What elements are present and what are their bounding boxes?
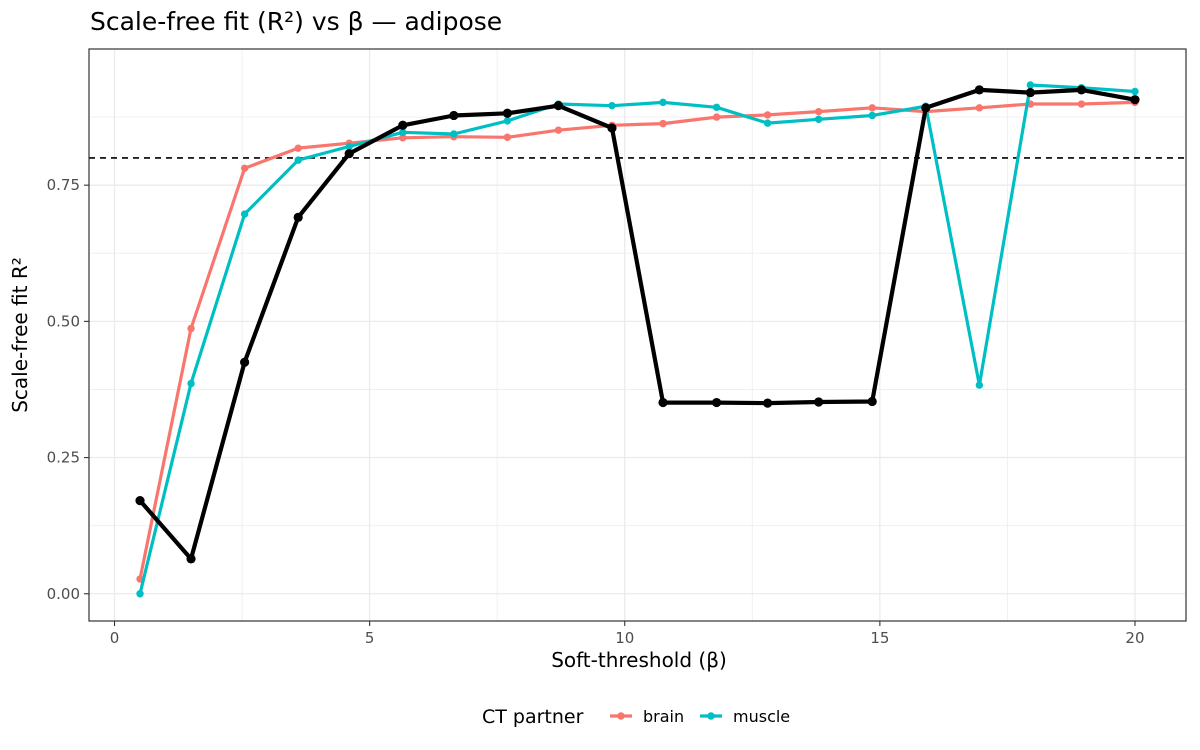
series-line-brain <box>138 100 1137 581</box>
data-point-brain <box>554 126 563 134</box>
data-point-brain <box>659 119 667 128</box>
data-point-brain <box>712 113 721 121</box>
data-point-muscle <box>1026 81 1035 89</box>
data-point-brain <box>814 107 823 116</box>
data-point-brain <box>763 111 772 119</box>
legend-key-point-muscle <box>707 712 715 720</box>
data-point-adipose <box>502 108 512 118</box>
chart-title: Scale-free fit (R²) vs β — adipose <box>90 7 502 36</box>
data-point-muscle <box>450 130 458 138</box>
data-point-muscle <box>345 142 353 151</box>
data-point-muscle <box>868 111 876 120</box>
data-point-brain <box>240 164 249 173</box>
data-point-adipose <box>974 85 984 95</box>
data-point-muscle <box>294 156 302 164</box>
y-tick-label: 0.25 <box>47 449 80 467</box>
x-tick-label: 5 <box>365 629 375 647</box>
legend-key-point-brain <box>617 712 625 720</box>
data-point-muscle <box>503 117 512 125</box>
data-point-muscle <box>240 210 249 218</box>
data-point-muscle <box>712 103 721 111</box>
data-point-muscle <box>763 119 772 127</box>
data-point-adipose <box>658 397 668 408</box>
data-point-brain <box>503 133 512 141</box>
data-point-brain <box>975 104 984 112</box>
data-point-adipose <box>607 123 617 133</box>
data-point-adipose <box>814 397 824 407</box>
data-point-adipose <box>1130 95 1140 105</box>
data-point-brain <box>1077 100 1086 108</box>
data-point-brain <box>399 134 407 142</box>
y-tick-label: 0.00 <box>47 585 80 603</box>
data-point-brain <box>868 104 876 112</box>
data-point-muscle <box>187 379 195 388</box>
x-tick-label: 0 <box>110 629 120 647</box>
data-point-adipose <box>763 398 773 408</box>
legend-title: CT partner <box>482 706 584 728</box>
data-point-adipose <box>398 120 408 130</box>
legend-label-muscle: muscle <box>733 707 790 726</box>
x-tick-label: 10 <box>615 629 634 647</box>
data-point-brain <box>294 144 302 152</box>
data-point-adipose <box>135 496 145 506</box>
data-point-muscle <box>659 98 667 107</box>
data-point-adipose <box>240 357 250 367</box>
x-tick-label: 20 <box>1125 629 1144 647</box>
data-point-adipose <box>1025 87 1035 98</box>
x-tick-label: 15 <box>870 629 889 647</box>
plot-area: 0 5 10 15 20 0.00 0.25 0.50 0.75 <box>47 48 1187 647</box>
data-point-muscle <box>975 381 984 389</box>
series-line-muscle <box>138 83 1137 596</box>
data-point-adipose <box>921 103 931 113</box>
y-tick-label: 0.50 <box>47 312 80 330</box>
data-point-adipose <box>553 101 564 111</box>
data-point-muscle <box>136 590 144 598</box>
data-point-adipose <box>344 148 354 159</box>
legend-label-brain: brain <box>643 707 684 726</box>
data-point-muscle <box>1131 87 1139 96</box>
y-tick-label: 0.75 <box>47 176 80 194</box>
plot-border <box>88 48 1187 622</box>
series-line-adipose <box>137 87 1138 562</box>
data-point-adipose <box>1076 85 1087 95</box>
data-point-adipose <box>711 397 722 408</box>
x-axis-title: Soft-threshold (β) <box>551 648 727 672</box>
data-point-muscle <box>608 101 616 110</box>
legend: CT partner brain muscle <box>482 706 790 728</box>
data-point-adipose <box>186 554 196 564</box>
data-point-muscle <box>399 128 407 137</box>
data-point-brain <box>187 324 195 333</box>
data-point-adipose <box>867 396 877 407</box>
data-point-adipose <box>293 212 303 222</box>
data-point-muscle <box>814 115 823 123</box>
y-axis-title: Scale-free fit R² <box>8 257 32 413</box>
data-point-adipose <box>449 110 459 121</box>
